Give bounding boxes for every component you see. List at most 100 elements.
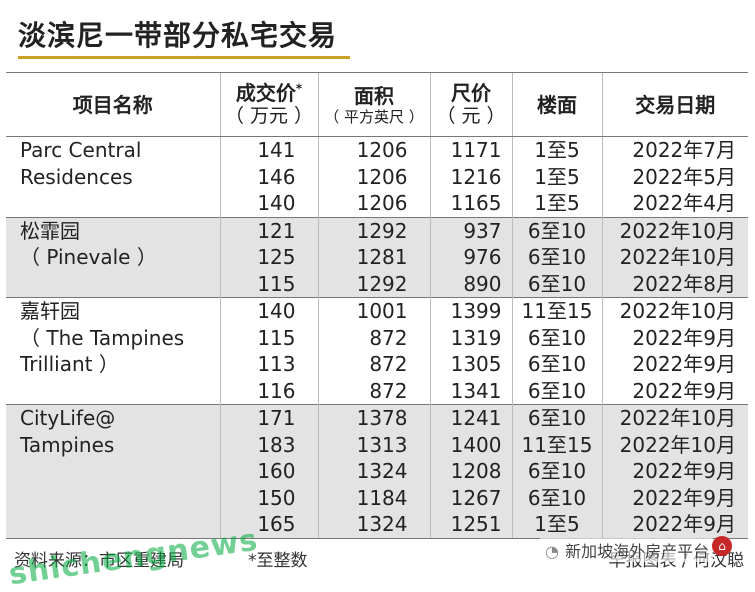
psf-cell: 1216 — [429, 163, 512, 190]
area-cell: 1184 — [317, 484, 430, 511]
table-row: Trilliant ） 113 872 1305 6至10 2022年9月 — [6, 351, 748, 378]
area-cell: 1281 — [317, 244, 430, 271]
area-cell: 1206 — [317, 163, 430, 190]
floor-cell: 6至10 — [511, 484, 602, 511]
price-cell: 125 — [219, 244, 318, 271]
table-row: CityLife@ 171 1378 1241 6至10 2022年10月 — [6, 404, 748, 432]
project-name-cell: Tampines — [6, 431, 220, 458]
header-row: 项目名称 成交价* （ 万元 ） 面积（ 平方英尺 ） 尺价（ 元 ） 楼面 交易… — [6, 72, 748, 137]
project-name-cell: 嘉轩园 — [6, 297, 220, 325]
date-cell: 2022年9月 — [601, 484, 748, 511]
area-cell: 1292 — [317, 270, 430, 298]
table-row: （ Pinevale ） 125 1281 976 6至10 2022年10月 — [6, 244, 748, 271]
psf-cell: 1399 — [429, 297, 512, 325]
date-cell: 2022年10月 — [601, 404, 748, 432]
project-name-cell: 松霏园 — [6, 216, 220, 244]
area-cell: 1324 — [317, 458, 430, 485]
account-watermark: ◔ 新加坡海外房产平台 — [540, 538, 714, 562]
price-cell: 116 — [219, 377, 318, 405]
price-cell: 183 — [219, 431, 318, 458]
floor-cell: 6至10 — [511, 351, 602, 378]
area-cell: 1206 — [317, 190, 430, 217]
floor-cell: 1至5 — [511, 136, 602, 164]
psf-cell: 1241 — [429, 404, 512, 432]
psf-cell: 1400 — [429, 431, 512, 458]
header-psf: 尺价（ 元 ） — [429, 72, 512, 137]
table-row: 嘉轩园 140 1001 1399 11至15 2022年10月 — [6, 297, 748, 325]
project-name-cell — [6, 270, 220, 298]
table-row: （ The Tampines 115 872 1319 6至10 2022年9月 — [6, 324, 748, 351]
header-project-name: 项目名称 — [6, 72, 220, 137]
date-cell: 2022年4月 — [601, 190, 748, 217]
psf-cell: 1208 — [429, 458, 512, 485]
date-cell: 2022年9月 — [601, 351, 748, 378]
area-cell: 872 — [317, 324, 430, 351]
account-stamp-icon: ⌂ — [712, 536, 732, 556]
project-name-cell: Residences — [6, 163, 220, 190]
date-cell: 2022年9月 — [601, 324, 748, 351]
area-cell: 872 — [317, 351, 430, 378]
date-cell: 2022年10月 — [601, 216, 748, 244]
psf-cell: 1341 — [429, 377, 512, 405]
price-cell: 150 — [219, 484, 318, 511]
price-cell: 140 — [219, 190, 318, 217]
header-area: 面积（ 平方英尺 ） — [317, 72, 430, 137]
table-row: 150 1184 1267 6至10 2022年9月 — [6, 484, 748, 511]
price-cell: 165 — [219, 511, 318, 539]
floor-cell: 11至15 — [511, 297, 602, 325]
table-row: Parc Central 141 1206 1171 1至5 2022年7月 — [6, 136, 748, 164]
source-note: 资料来源：市区重建局 — [14, 551, 184, 571]
floor-cell: 1至5 — [511, 190, 602, 217]
wechat-icon: ◔ — [545, 542, 559, 561]
area-cell: 1001 — [317, 297, 430, 325]
floor-cell: 6至10 — [511, 270, 602, 298]
floor-cell: 6至10 — [511, 458, 602, 485]
psf-cell: 1305 — [429, 351, 512, 378]
table-row: 140 1206 1165 1至5 2022年4月 — [6, 190, 748, 217]
date-cell: 2022年7月 — [601, 136, 748, 164]
floor-cell: 6至10 — [511, 216, 602, 244]
project-name-cell — [6, 377, 220, 405]
table-body: Parc Central 141 1206 1171 1至5 2022年7月 Residen… — [6, 136, 748, 539]
psf-cell: 1165 — [429, 190, 512, 217]
floor-cell: 6至10 — [511, 377, 602, 405]
area-cell: 872 — [317, 377, 430, 405]
date-cell: 2022年10月 — [601, 297, 748, 325]
price-cell: 115 — [219, 270, 318, 298]
project-name-cell: CityLife@ — [6, 404, 220, 432]
title-block: 淡滨尼一带部分私宅交易 — [0, 0, 755, 62]
table-row: 松霏园 121 1292 937 6至10 2022年10月 — [6, 216, 748, 244]
price-cell: 146 — [219, 163, 318, 190]
title-underline — [18, 56, 350, 59]
project-name-cell — [6, 511, 220, 539]
table-row: 115 1292 890 6至10 2022年8月 — [6, 270, 748, 298]
page-title: 淡滨尼一带部分私宅交易 — [18, 19, 338, 52]
table-row: 116 872 1341 6至10 2022年9月 — [6, 377, 748, 405]
table-row: 160 1324 1208 6至10 2022年9月 — [6, 458, 748, 485]
psf-cell: 1251 — [429, 511, 512, 539]
project-name-cell: （ Pinevale ） — [6, 244, 220, 271]
price-cell: 113 — [219, 351, 318, 378]
price-cell: 115 — [219, 324, 318, 351]
header-date: 交易日期 — [601, 72, 748, 137]
project-name-cell: Parc Central — [6, 136, 220, 164]
transactions-table: 项目名称 成交价* （ 万元 ） 面积（ 平方英尺 ） 尺价（ 元 ） 楼面 交易… — [6, 72, 748, 539]
date-cell: 2022年10月 — [601, 431, 748, 458]
price-cell: 171 — [219, 404, 318, 432]
date-cell: 2022年9月 — [601, 511, 748, 539]
floor-cell: 6至10 — [511, 404, 602, 432]
floor-cell: 6至10 — [511, 324, 602, 351]
psf-cell: 1267 — [429, 484, 512, 511]
header-floor: 楼面 — [511, 72, 602, 137]
floor-cell: 6至10 — [511, 244, 602, 271]
header-price: 成交价* （ 万元 ） — [219, 72, 318, 137]
project-name-cell: （ The Tampines — [6, 324, 220, 351]
area-cell: 1313 — [317, 431, 430, 458]
area-cell: 1378 — [317, 404, 430, 432]
date-cell: 2022年9月 — [601, 377, 748, 405]
psf-cell: 890 — [429, 270, 512, 298]
date-cell: 2022年5月 — [601, 163, 748, 190]
table-row: 165 1324 1251 1至5 2022年9月 — [6, 511, 748, 539]
psf-cell: 937 — [429, 216, 512, 244]
price-cell: 141 — [219, 136, 318, 164]
